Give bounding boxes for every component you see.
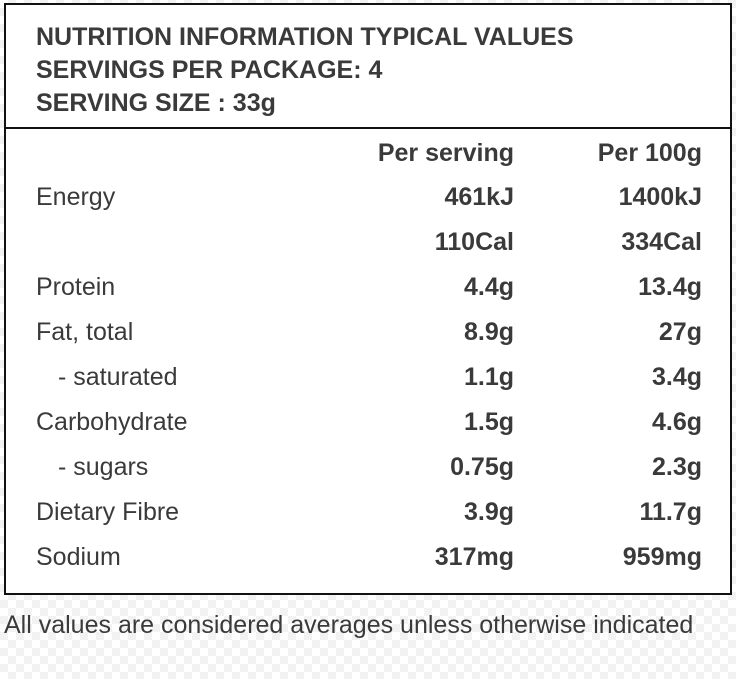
table-row-energy-kj: Energy 461kJ 1400kJ: [6, 175, 730, 220]
row-per-serving: 4.4g: [463, 273, 514, 301]
row-per-serving: 110Cal: [434, 228, 514, 256]
row-per-100g: 11.7g: [639, 498, 702, 526]
panel-title: NUTRITION INFORMATION TYPICAL VALUES: [36, 23, 574, 51]
column-header-per-serving: Per serving: [377, 139, 514, 167]
table-row-sugars: - sugars 0.75g 2.3g: [6, 445, 730, 490]
row-per-100g: 1400kJ: [618, 183, 702, 211]
row-label: Carbohydrate: [36, 408, 188, 436]
row-per-serving: 317mg: [434, 543, 514, 571]
row-per-100g: 2.3g: [651, 453, 702, 481]
row-per-serving: 1.5g: [463, 408, 514, 436]
row-per-serving: 461kJ: [444, 183, 514, 211]
serving-size: SERVING SIZE : 33g: [36, 89, 276, 117]
table-row-fat-total: Fat, total 8.9g 27g: [6, 310, 730, 355]
column-header-row: Per serving Per 100g: [6, 131, 730, 175]
table-row-dietary-fibre: Dietary Fibre 3.9g 11.7g: [6, 490, 730, 535]
row-per-100g: 4.6g: [651, 408, 702, 436]
table-row-energy-cal: 110Cal 334Cal: [6, 220, 730, 265]
table-row-carbohydrate: Carbohydrate 1.5g 4.6g: [6, 400, 730, 445]
row-per-serving: 3.9g: [463, 498, 514, 526]
averages-note: All values are considered averages unles…: [4, 611, 694, 639]
row-per-serving: 0.75g: [450, 453, 514, 481]
row-per-100g: 27g: [658, 318, 702, 346]
row-label: Energy: [36, 183, 116, 211]
row-label: Protein: [36, 273, 116, 301]
row-per-100g: 3.4g: [651, 363, 702, 391]
row-label: - saturated: [58, 363, 178, 391]
nutrition-header: NUTRITION INFORMATION TYPICAL VALUES SER…: [6, 5, 730, 129]
row-per-100g: 959mg: [622, 543, 702, 571]
row-per-serving: 8.9g: [463, 318, 514, 346]
row-per-serving: 1.1g: [463, 363, 514, 391]
table-row-saturated: - saturated 1.1g 3.4g: [6, 355, 730, 400]
nutrition-table: Per serving Per 100g Energy 461kJ 1400kJ…: [6, 131, 730, 580]
row-label: Dietary Fibre: [36, 498, 180, 526]
column-header-per-100g: Per 100g: [597, 139, 702, 167]
row-per-100g: 13.4g: [638, 273, 702, 301]
table-row-sodium: Sodium 317mg 959mg: [6, 535, 730, 580]
row-label: - sugars: [58, 453, 149, 481]
servings-per-package: SERVINGS PER PACKAGE: 4: [36, 56, 383, 84]
row-per-100g: 334Cal: [621, 228, 702, 256]
row-label: Fat, total: [36, 318, 134, 346]
nutrition-panel: NUTRITION INFORMATION TYPICAL VALUES SER…: [4, 3, 732, 595]
row-label: Sodium: [36, 543, 121, 571]
table-row-protein: Protein 4.4g 13.4g: [6, 265, 730, 310]
